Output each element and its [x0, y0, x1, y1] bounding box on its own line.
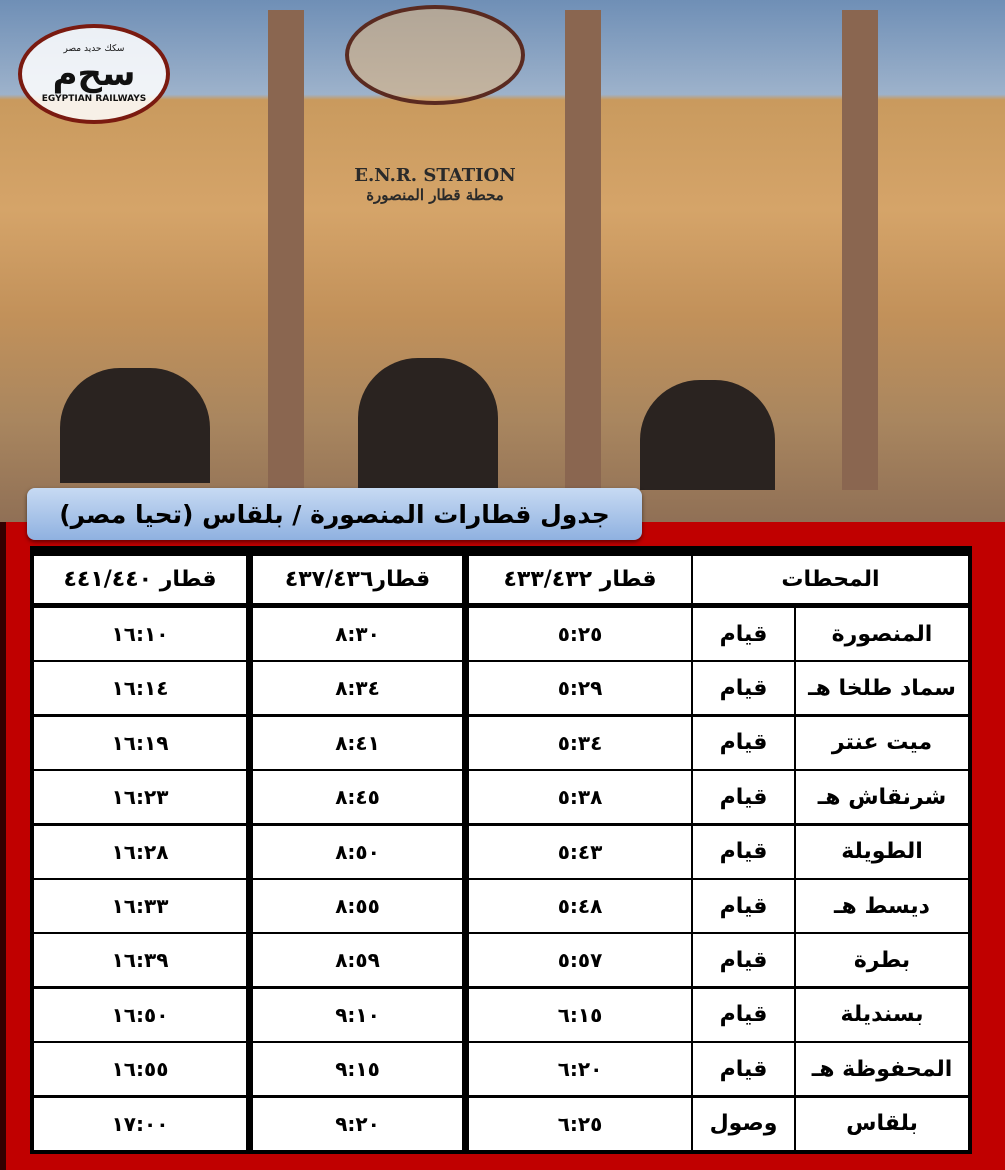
time-train-432: ٥:٣٨	[469, 771, 691, 824]
time-train-436: ٨:٤١	[253, 716, 462, 769]
time-train-436: ٨:٤٥	[253, 771, 462, 824]
time-train-432: ٦:١٥	[469, 988, 691, 1041]
time-train-436: ٨:٣٠	[253, 608, 462, 660]
status-cell: قيام	[693, 825, 794, 878]
status-cell: قيام	[693, 1043, 794, 1096]
station-name: الطويلة	[796, 825, 968, 878]
station-name: بسنديلة	[796, 988, 968, 1041]
time-train-440: ١٦:١٩	[34, 716, 246, 769]
header-train-432: قطار ٤٣٣/٤٣٢	[469, 556, 691, 603]
time-train-436: ٨:٥٥	[253, 880, 462, 932]
time-train-436: ٩:١٥	[253, 1043, 462, 1096]
station-name: بلقاس	[796, 1097, 968, 1150]
pillar	[268, 10, 304, 490]
header-stations: المحطات	[693, 556, 968, 603]
time-train-432: ٥:٢٥	[469, 608, 691, 660]
pillar	[842, 10, 878, 490]
time-train-432: ٥:٥٧	[469, 934, 691, 987]
time-train-436: ٩:١٠	[253, 988, 462, 1041]
station-name: شرنقاش هـ	[796, 771, 968, 824]
time-train-440: ١٦:٢٨	[34, 825, 246, 878]
status-cell: قيام	[693, 880, 794, 932]
logo-mark-icon: ﺳﺢﻡ	[52, 54, 136, 94]
pillar	[565, 10, 601, 490]
window	[640, 380, 775, 490]
time-train-440: ١٧:٠٠	[34, 1097, 246, 1150]
time-train-440: ١٦:٢٣	[34, 771, 246, 824]
time-train-432: ٦:٢٥	[469, 1097, 691, 1150]
time-train-436: ٨:٥٩	[253, 934, 462, 987]
time-train-436: ٩:٢٠	[253, 1097, 462, 1150]
station-name: المحفوظة هـ	[796, 1043, 968, 1096]
time-train-440: ١٦:٥٥	[34, 1043, 246, 1096]
time-train-440: ١٦:٣٣	[34, 880, 246, 932]
time-train-432: ٥:٢٩	[469, 662, 691, 715]
time-train-436: ٨:٥٠	[253, 825, 462, 878]
egyptian-railways-logo: سكك حديد مصر ﺳﺢﻡ EGYPTIAN RAILWAYS	[18, 24, 170, 124]
station-name: ميت عنتر	[796, 716, 968, 769]
station-emblem	[345, 5, 525, 105]
time-train-440: ١٦:٥٠	[34, 988, 246, 1041]
header-train-440: قطار ٤٤١/٤٤٠	[34, 556, 246, 603]
status-cell: قيام	[693, 771, 794, 824]
status-cell: قيام	[693, 608, 794, 660]
station-photo: E.N.R. STATION محطة قطار المنصورة	[0, 0, 1005, 525]
time-train-432: ٥:٣٤	[469, 716, 691, 769]
schedule-title: جدول قطارات المنصورة / بلقاس (تحيا مصر)	[27, 488, 642, 540]
station-sign: E.N.R. STATION محطة قطار المنصورة	[330, 165, 540, 204]
time-train-432: ٥:٤٨	[469, 880, 691, 932]
window	[60, 368, 210, 483]
time-train-440: ١٦:٣٩	[34, 934, 246, 987]
time-train-432: ٥:٤٣	[469, 825, 691, 878]
station-name: سماد طلخا هـ	[796, 662, 968, 715]
window	[358, 358, 498, 488]
station-name: المنصورة	[796, 608, 968, 660]
sign-english: E.N.R. STATION	[354, 165, 516, 186]
logo-arabic: سكك حديد مصر	[63, 44, 125, 54]
sign-arabic: محطة قطار المنصورة	[366, 186, 504, 204]
time-train-440: ١٦:١٤	[34, 662, 246, 715]
logo-english: EGYPTIAN RAILWAYS	[41, 94, 147, 104]
status-cell: قيام	[693, 662, 794, 715]
station-name: بطرة	[796, 934, 968, 987]
time-train-432: ٦:٢٠	[469, 1043, 691, 1096]
status-cell: قيام	[693, 716, 794, 769]
status-cell: قيام	[693, 934, 794, 987]
header-train-436: قطار٤٣٧/٤٣٦	[253, 556, 462, 603]
schedule-table: المحطات قطار ٤٣٣/٤٣٢ قطار٤٣٧/٤٣٦ قطار ٤٤…	[30, 546, 972, 1154]
status-cell: وصول	[693, 1097, 794, 1150]
status-cell: قيام	[693, 988, 794, 1041]
time-train-440: ١٦:١٠	[34, 608, 246, 660]
time-train-436: ٨:٣٤	[253, 662, 462, 715]
station-name: ديسط هـ	[796, 880, 968, 932]
